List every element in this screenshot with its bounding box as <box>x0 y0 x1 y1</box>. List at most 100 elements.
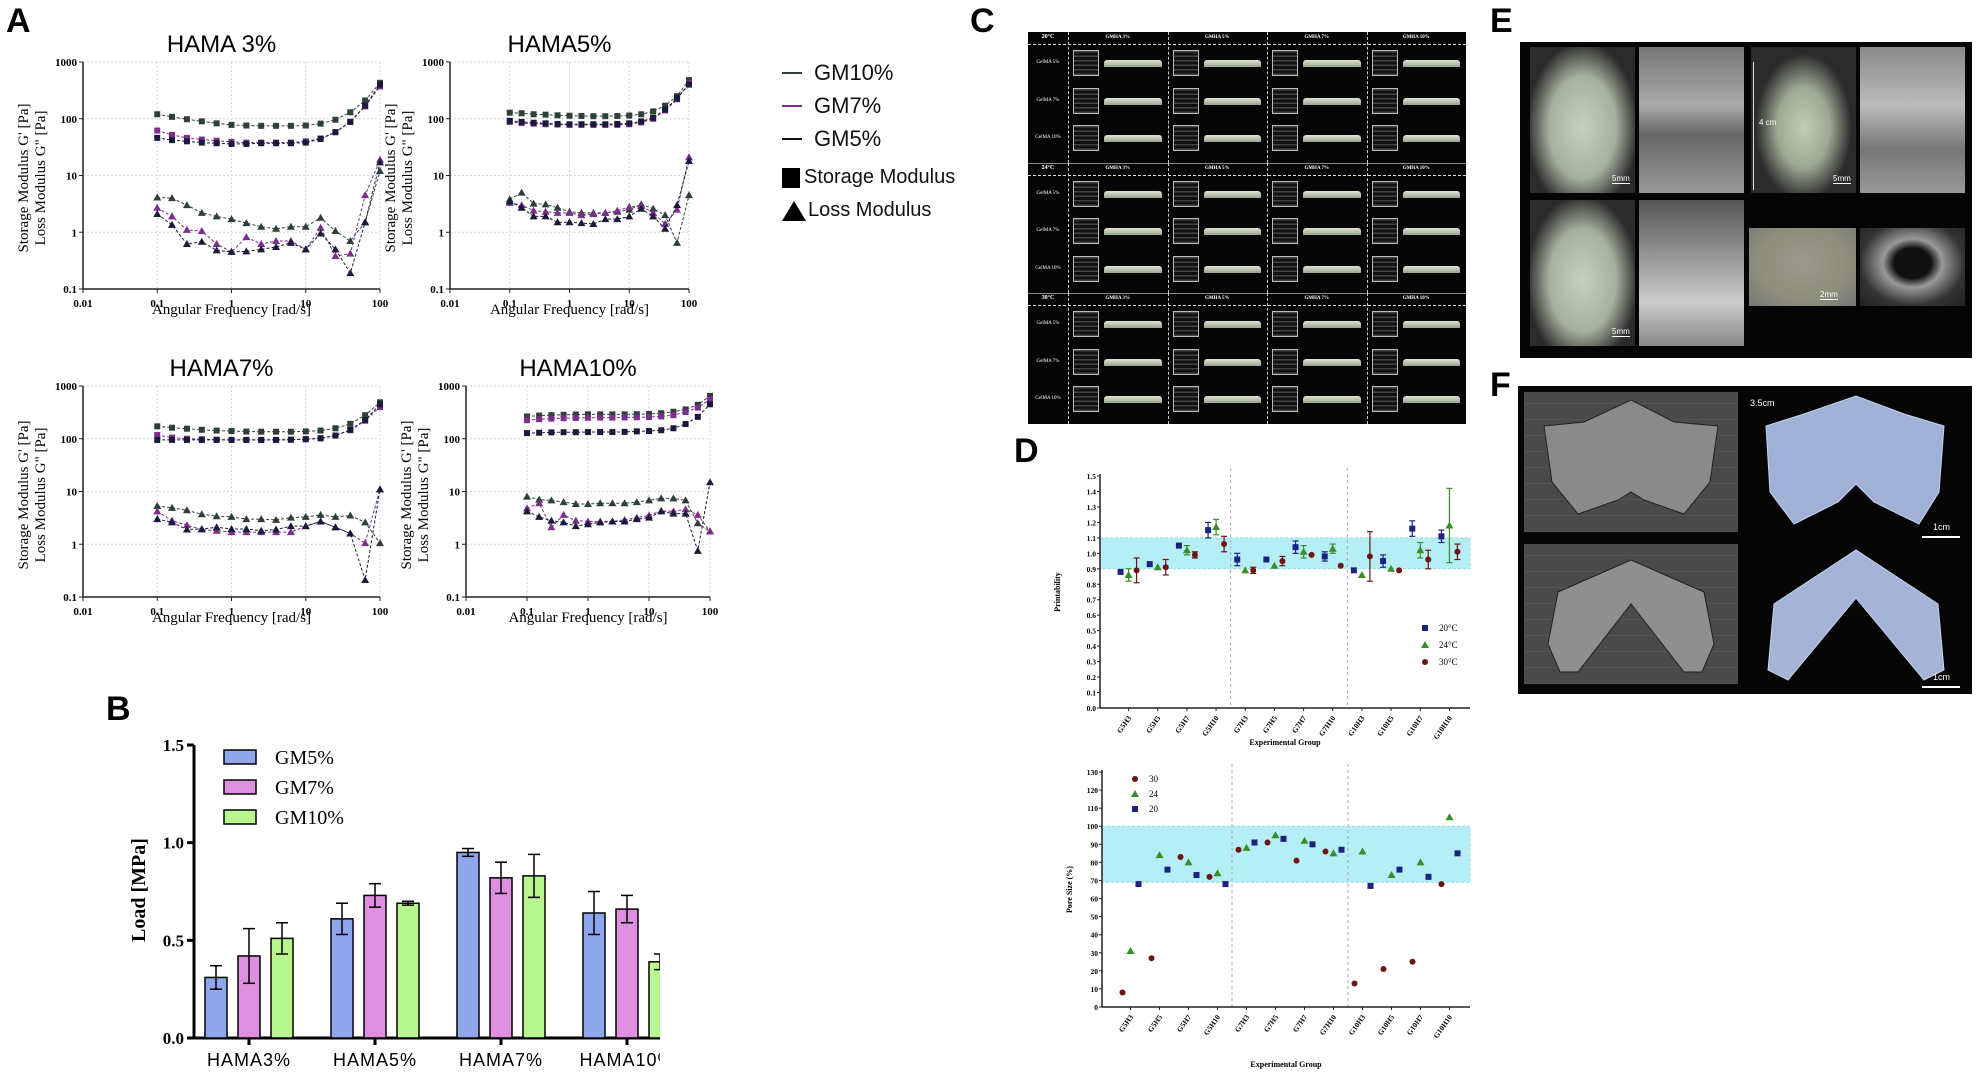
y-tick-label: 0.1 <box>1087 689 1097 698</box>
scaffold-top-view <box>1172 125 1199 152</box>
data-point <box>529 212 538 220</box>
data-point <box>212 526 221 534</box>
data-point <box>572 429 579 436</box>
scaffold-side-view <box>1402 321 1460 329</box>
data-point <box>585 411 591 418</box>
x-axis-label: Experimental Group <box>1250 1060 1322 1069</box>
x-tick-label: G7H7 <box>1291 1013 1310 1034</box>
x-tick-label: G10H3 <box>1347 1013 1368 1037</box>
series-line <box>157 489 381 581</box>
printability-chart: 0.0 0.1 0.2 0.3 0.4 0.5 0.6 0.7 0.8 0.9 1.0 1.1 1.2 1… <box>1053 468 1471 747</box>
bar <box>648 961 660 1039</box>
data-point <box>559 498 568 506</box>
data-point <box>1270 561 1279 569</box>
data-point <box>169 131 176 138</box>
data-point <box>182 525 191 533</box>
data-point <box>1155 851 1164 859</box>
data-point <box>1184 858 1193 866</box>
rheology-legend: GM10% GM7% GM5% Storage Modulus Loss Modulus <box>782 56 955 227</box>
y-tick-label: 0.8 <box>1087 580 1097 589</box>
data-point <box>302 139 309 146</box>
data-point <box>1221 541 1228 548</box>
data-point <box>548 412 555 419</box>
scaffold-side-view <box>1203 358 1261 366</box>
data-point <box>182 521 191 529</box>
data-point <box>1438 881 1445 888</box>
data-point <box>243 436 250 443</box>
legend-line-icon <box>782 71 802 74</box>
data-point <box>670 412 677 419</box>
row-label: GelMA 10% <box>1035 396 1061 402</box>
y-tick-label: 80 <box>1091 858 1099 867</box>
y-tick-label: 1 <box>455 539 461 551</box>
row-label: GelMA 10% <box>1035 135 1061 141</box>
data-point <box>1193 872 1200 879</box>
data-point <box>273 140 280 147</box>
data-point <box>198 118 205 125</box>
data-point <box>182 201 191 209</box>
x-tick-label: 1 <box>229 298 235 310</box>
scaffold-side-view <box>1104 228 1162 236</box>
scaffold-top-view <box>1371 180 1398 207</box>
data-point <box>198 139 205 146</box>
scaffold-top-view <box>1272 87 1298 114</box>
data-point <box>317 435 324 442</box>
data-point <box>242 219 251 227</box>
scaffold-top-view <box>1172 50 1199 76</box>
rheology-subplot: 0.01 0.1 1 10 100 0.1 1 10 100 1000 HAMA 3% Angular… <box>16 31 389 318</box>
row-label: GelMA 5% <box>1036 321 1060 327</box>
data-point <box>183 116 190 123</box>
data-point <box>197 510 206 518</box>
data-point <box>658 427 665 434</box>
data-point <box>638 118 645 125</box>
legend-label: GM5% <box>275 747 334 769</box>
data-point <box>649 208 658 216</box>
data-point <box>183 436 190 443</box>
y-tick-label: 70 <box>1091 876 1099 885</box>
data-point <box>620 499 629 507</box>
legend-swatch <box>223 779 257 795</box>
data-point <box>658 410 665 417</box>
x-tick-label: G7H5 <box>1262 1013 1281 1034</box>
data-point <box>154 134 161 141</box>
scaffold-side-view <box>1203 190 1261 198</box>
data-point <box>596 518 605 526</box>
scale-bar-label: 5mm <box>1612 174 1630 184</box>
data-point <box>685 153 693 161</box>
divider <box>1366 293 1368 424</box>
scaffold-side-view <box>1303 396 1361 404</box>
data-point <box>302 436 309 443</box>
data-point <box>362 412 369 419</box>
larynx-3d-model-side <box>1860 47 1965 193</box>
x-tick-label: G10H10 <box>1431 714 1454 741</box>
data-point <box>1263 556 1270 563</box>
data-point <box>621 411 628 418</box>
x-axis-label: Angular Frequency [rad/s] <box>490 302 649 318</box>
legend-marker <box>1132 776 1138 782</box>
scaffold-top-view <box>1272 50 1298 76</box>
printing-grid-photo: 20°C GMHA 3% GMHA 5% GMHA 7% GMHA 10% GelMA 5… <box>1028 32 1466 424</box>
data-point <box>361 191 370 199</box>
data-point <box>301 512 310 520</box>
scaffold-side-view <box>1402 358 1460 366</box>
data-point <box>554 112 561 119</box>
x-tick-label: 0.1 <box>150 606 164 618</box>
series-line <box>526 482 711 551</box>
scaffold-side-view <box>1104 60 1162 67</box>
data-point <box>589 209 598 217</box>
rheology-subplot: 0.01 0.1 1 10 100 0.1 1 10 100 1000 HAMA5% Angular … <box>383 31 698 318</box>
data-point <box>685 191 693 199</box>
data-point <box>1454 850 1461 857</box>
data-point <box>682 421 689 428</box>
scaffold-top-view <box>1172 218 1199 245</box>
y-axis-label: Pore Size (%) <box>1065 866 1074 913</box>
legend-label: Loss Modulus <box>808 199 932 221</box>
data-point <box>523 492 531 500</box>
bar <box>489 877 513 1039</box>
y-tick-label: 1.0 <box>1087 549 1097 558</box>
data-point <box>517 203 526 211</box>
scaffold-top-view <box>1073 87 1099 114</box>
data-point <box>597 411 604 418</box>
x-tick-label: HAMA10% <box>579 1050 660 1070</box>
data-point <box>154 111 161 118</box>
